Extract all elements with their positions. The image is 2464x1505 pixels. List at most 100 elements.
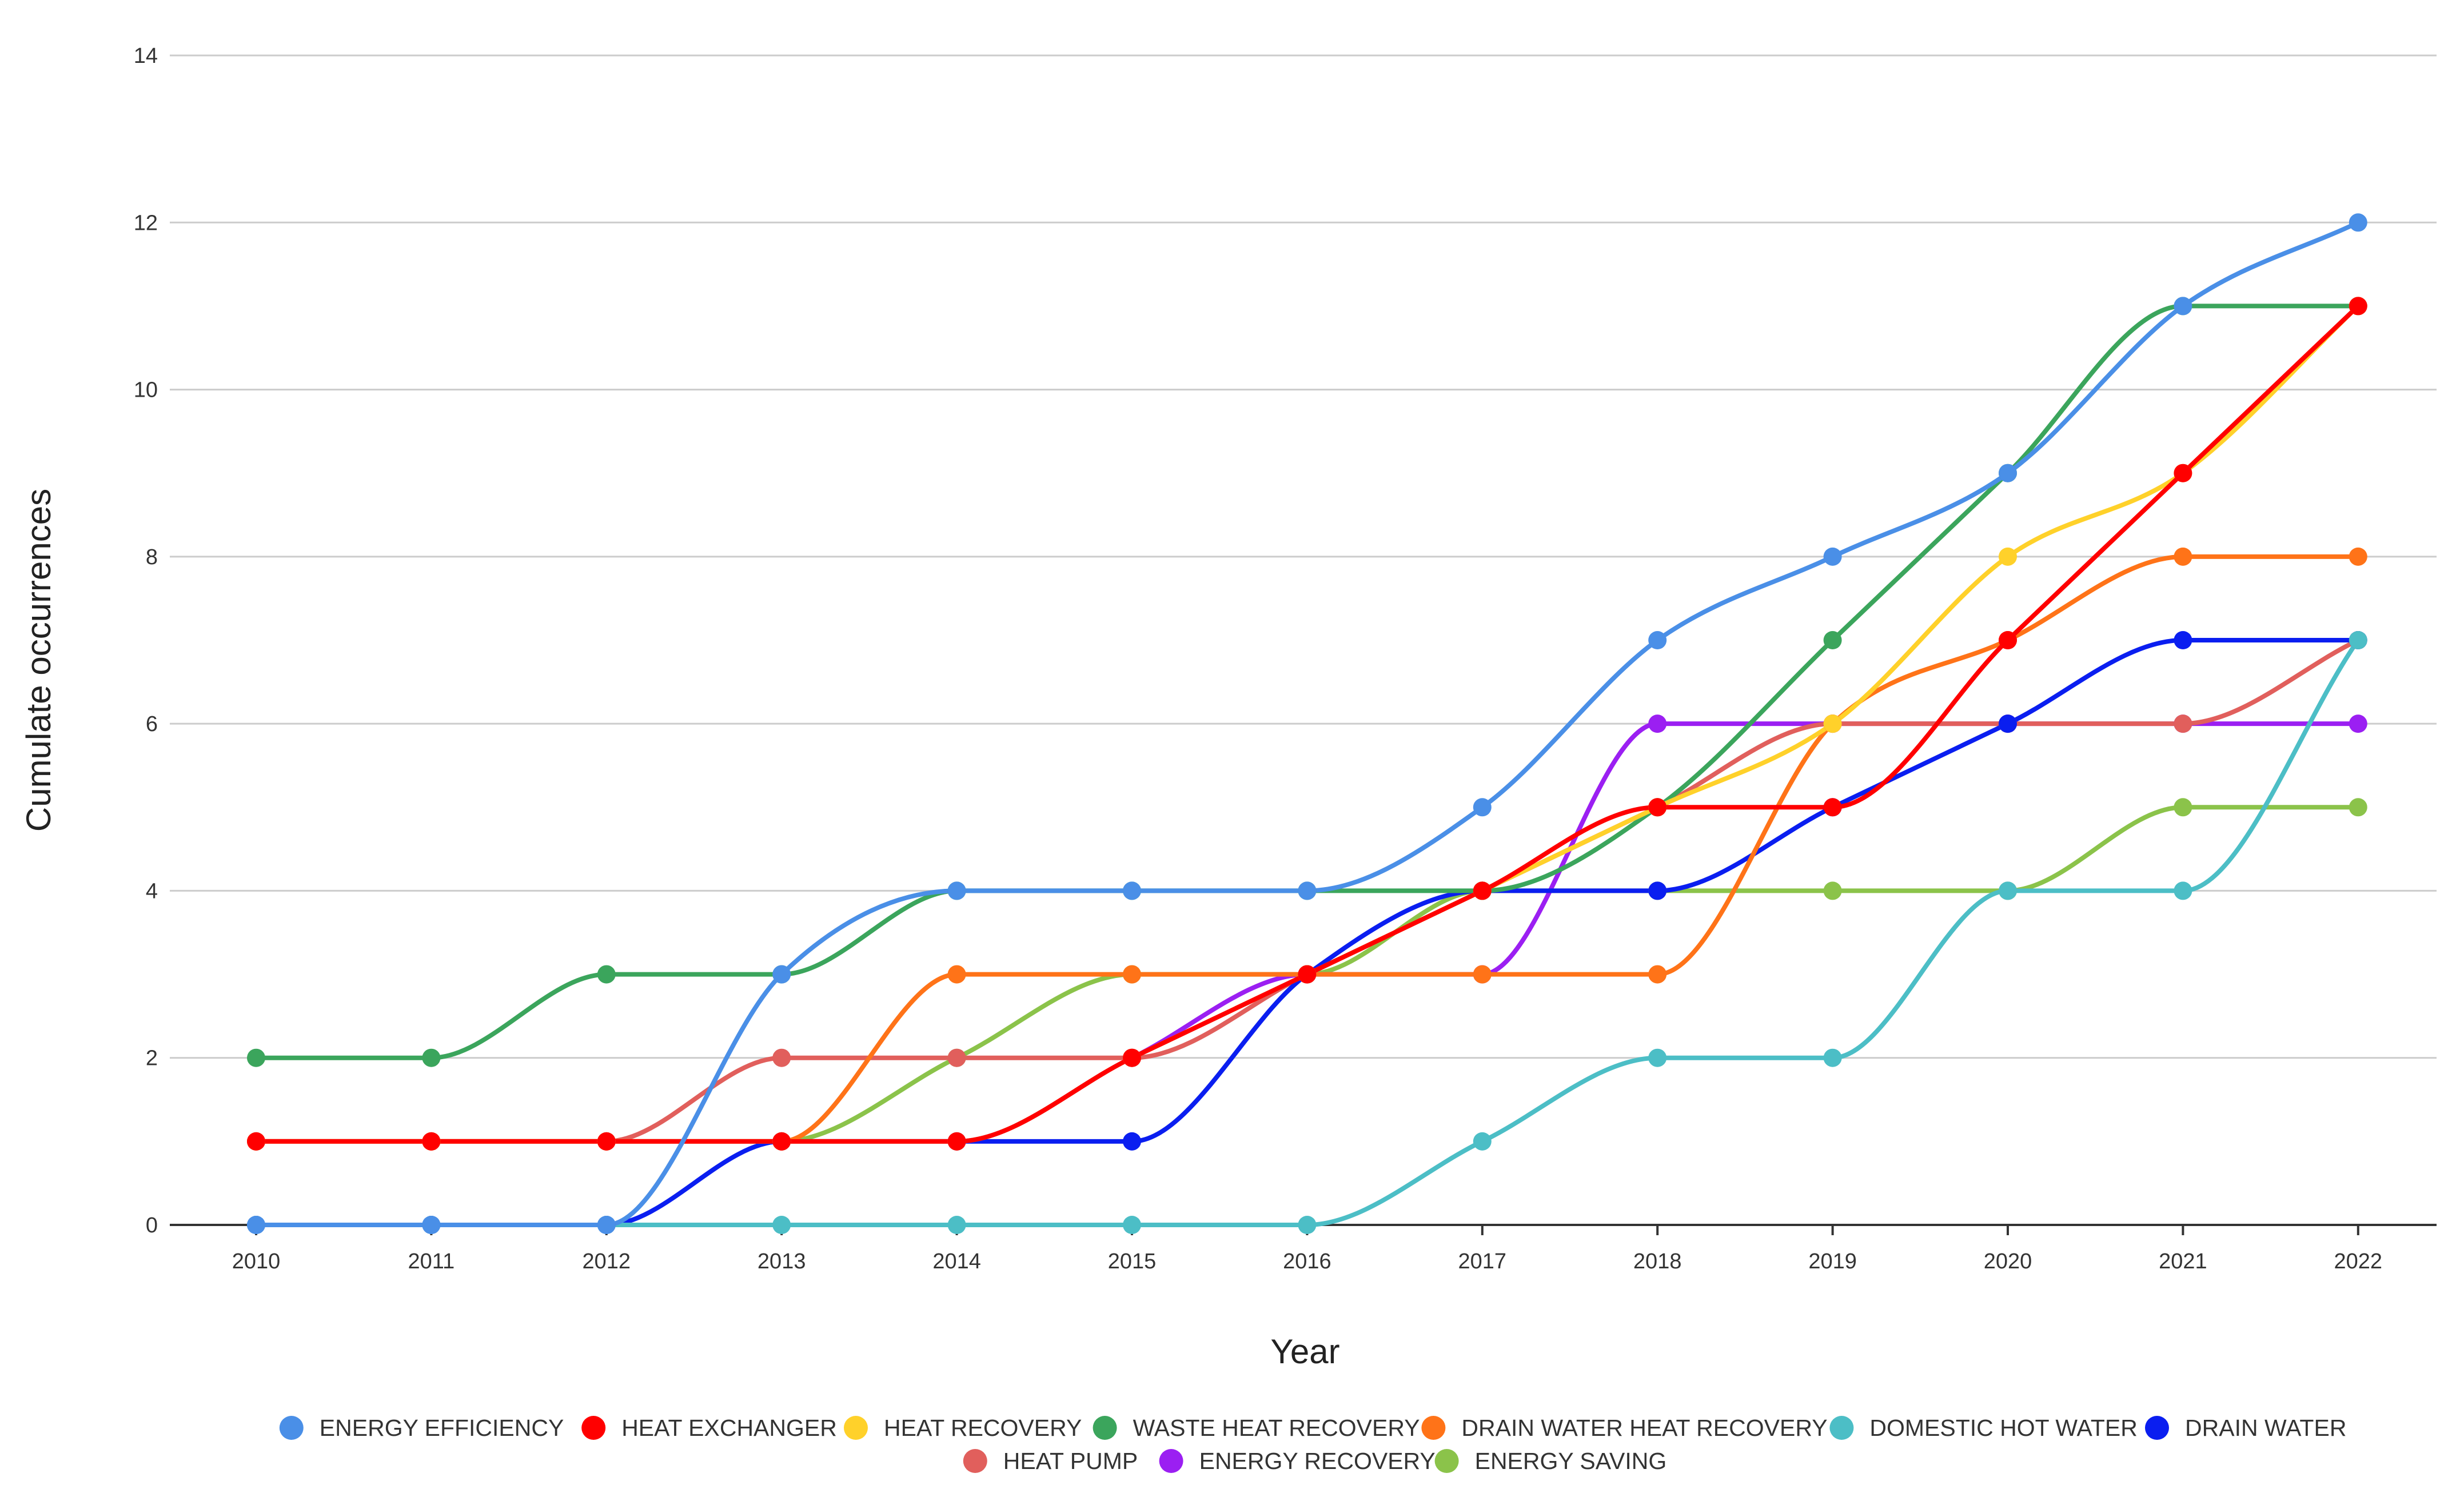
legend-marker — [1093, 1416, 1117, 1440]
legend-item-energy-efficiency[interactable]: ENERGY EFFICIENCY — [279, 1415, 564, 1441]
data-point-waste-heat-recovery — [422, 1048, 441, 1067]
legend-label: WASTE HEAT RECOVERY — [1133, 1415, 1420, 1441]
data-point-heat-exchanger — [772, 1132, 791, 1151]
data-point-energy-efficiency — [2174, 297, 2192, 316]
legend-label: ENERGY EFFICIENCY — [320, 1415, 564, 1441]
data-point-energy-saving — [1823, 881, 1842, 900]
data-point-heat-exchanger — [247, 1132, 265, 1151]
x-tick-label: 2012 — [583, 1249, 631, 1274]
data-point-energy-saving — [2174, 798, 2192, 817]
data-point-energy-efficiency — [1473, 798, 1492, 817]
data-point-drain-water-heat-recovery — [947, 965, 966, 984]
data-point-waste-heat-recovery — [1823, 631, 1842, 649]
data-point-domestic-hot-water — [772, 1216, 791, 1234]
data-point-heat-pump — [947, 1048, 966, 1067]
legend-label: DRAIN WATER — [2185, 1415, 2346, 1441]
data-point-energy-efficiency — [247, 1216, 265, 1234]
legend-marker — [279, 1416, 304, 1440]
legend-item-energy-saving[interactable]: ENERGY SAVING — [1434, 1448, 1667, 1474]
data-point-heat-pump — [772, 1048, 791, 1067]
data-point-energy-recovery — [1648, 714, 1667, 733]
legend-item-drain-water-heat-recovery[interactable]: DRAIN WATER HEAT RECOVERY — [1421, 1415, 1828, 1441]
y-axis-ticks: 0 2 4 6 8 10 12 14 — [134, 44, 158, 1237]
legend-marker — [1159, 1449, 1183, 1473]
data-point-heat-exchanger — [1823, 798, 1842, 817]
data-point-energy-efficiency — [1648, 631, 1667, 649]
x-tick-label: 2013 — [757, 1249, 806, 1274]
legend-marker — [1434, 1449, 1459, 1473]
data-point-energy-efficiency — [422, 1216, 441, 1234]
data-point-energy-efficiency — [1298, 881, 1317, 900]
data-point-drain-water — [1123, 1132, 1141, 1151]
legend-item-drain-water[interactable]: DRAIN WATER — [2145, 1415, 2346, 1441]
data-point-heat-exchanger — [597, 1132, 616, 1151]
data-point-heat-exchanger — [1999, 631, 2017, 649]
data-point-domestic-hot-water — [1999, 881, 2017, 900]
data-point-domestic-hot-water — [1648, 1048, 1667, 1067]
legend-item-energy-recovery[interactable]: ENERGY RECOVERY — [1159, 1448, 1436, 1474]
y-tick-label: 0 — [146, 1213, 158, 1237]
series-line-heat-exchanger — [254, 304, 2361, 1144]
y-tick-label: 12 — [134, 211, 158, 235]
y-tick-label: 10 — [134, 378, 158, 402]
data-point-drain-water — [2174, 631, 2192, 649]
data-point-drain-water-heat-recovery — [1648, 965, 1667, 984]
data-point-domestic-hot-water — [1473, 1132, 1492, 1151]
x-tick-label: 2018 — [1633, 1249, 1682, 1274]
data-point-energy-efficiency — [1823, 547, 1842, 566]
data-point-drain-water — [1999, 714, 2017, 733]
data-point-drain-water — [1648, 881, 1667, 900]
data-point-drain-water-heat-recovery — [2174, 547, 2192, 566]
x-axis-ticks: 2010 2011 2012 2013 2014 2015 2016 2017 2018 2019… — [232, 1225, 2382, 1274]
data-point-energy-efficiency — [2349, 213, 2367, 232]
x-tick-label: 2021 — [2159, 1249, 2207, 1274]
data-point-domestic-hot-water — [2174, 881, 2192, 900]
data-point-heat-pump — [2174, 714, 2192, 733]
x-tick-label: 2010 — [232, 1249, 281, 1274]
gridlines — [170, 54, 2437, 1059]
y-tick-label: 4 — [146, 879, 158, 903]
legend-label: DRAIN WATER HEAT RECOVERY — [1461, 1415, 1827, 1441]
y-tick-label: 6 — [146, 712, 158, 736]
y-tick-label: 2 — [146, 1047, 158, 1071]
legend-marker — [1421, 1416, 1446, 1440]
legend-marker — [1829, 1416, 1854, 1440]
legend-item-heat-pump[interactable]: HEAT PUMP — [963, 1448, 1138, 1474]
data-point-energy-saving — [2349, 798, 2367, 817]
legend-label: DOMESTIC HOT WATER — [1869, 1415, 2137, 1441]
data-point-heat-exchanger — [2174, 464, 2192, 482]
x-tick-label: 2014 — [932, 1249, 981, 1274]
data-point-domestic-hot-water — [1298, 1216, 1317, 1234]
data-point-waste-heat-recovery — [247, 1048, 265, 1067]
legend-item-domestic-hot-water[interactable]: DOMESTIC HOT WATER — [1829, 1415, 2138, 1441]
data-point-domestic-hot-water — [1823, 1048, 1842, 1067]
data-point-heat-exchanger — [1123, 1048, 1141, 1067]
x-tick-label: 2017 — [1458, 1249, 1507, 1274]
data-point-energy-efficiency — [597, 1216, 616, 1234]
series-line-domestic-hot-water — [254, 638, 2361, 1228]
data-point-heat-exchanger — [947, 1132, 966, 1151]
legend-label: ENERGY SAVING — [1475, 1448, 1667, 1474]
x-tick-label: 2019 — [1808, 1249, 1857, 1274]
x-tick-label: 2015 — [1108, 1249, 1157, 1274]
data-point-energy-efficiency — [947, 881, 966, 900]
data-point-heat-exchanger — [422, 1132, 441, 1151]
legend-item-waste-heat-recovery[interactable]: WASTE HEAT RECOVERY — [1093, 1415, 1420, 1441]
data-point-heat-exchanger — [1648, 798, 1667, 817]
data-point-heat-exchanger — [1298, 965, 1317, 984]
data-point-domestic-hot-water — [2349, 631, 2367, 649]
x-tick-label: 2020 — [1984, 1249, 2032, 1274]
legend-item-heat-recovery[interactable]: HEAT RECOVERY — [844, 1415, 1082, 1441]
data-point-heat-recovery — [1999, 547, 2017, 566]
legend-item-heat-exchanger[interactable]: HEAT EXCHANGER — [581, 1415, 837, 1441]
legend-marker — [844, 1416, 868, 1440]
data-point-energy-efficiency — [772, 965, 791, 984]
x-tick-label: 2011 — [408, 1249, 455, 1274]
data-point-energy-recovery — [2349, 714, 2367, 733]
legend: ENERGY EFFICIENCY HEAT EXCHANGER HEAT RECO… — [279, 1415, 2346, 1474]
data-point-energy-efficiency — [1999, 464, 2017, 482]
data-point-domestic-hot-water — [1123, 1216, 1141, 1234]
series-markers — [247, 213, 2367, 1234]
x-tick-label: 2022 — [2334, 1249, 2383, 1274]
